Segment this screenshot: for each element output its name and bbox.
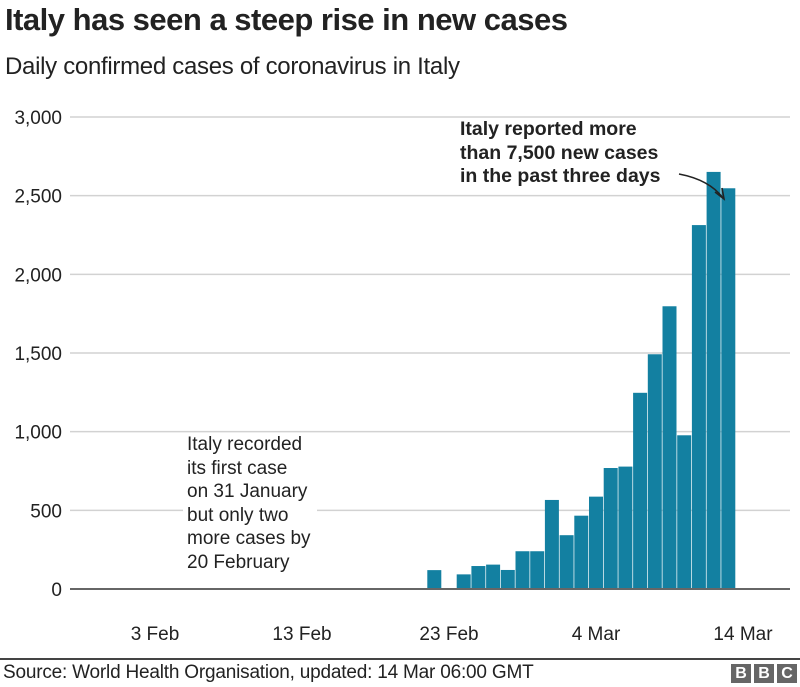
annotation-recent-cases: Italy reported more than 7,500 new cases… <box>456 118 667 189</box>
bar <box>456 574 471 589</box>
bar <box>691 225 706 589</box>
bars <box>412 171 736 590</box>
bar <box>559 535 574 589</box>
axes: 0 500 1,000 1,500 2,000 2,500 3,000 3 Feb 13 Feb… <box>14 108 790 645</box>
bar <box>574 515 589 589</box>
bar <box>677 435 692 589</box>
bar <box>500 569 515 589</box>
annotation-arrow <box>678 173 724 199</box>
bar <box>589 496 603 589</box>
arrow-head-icon <box>714 187 726 201</box>
bar <box>486 564 501 589</box>
bbc-logo-letter: C <box>777 664 797 683</box>
bbc-logo: B B C <box>731 664 797 683</box>
y-tick-label: 2,500 <box>14 187 62 208</box>
y-tick-label: 1,500 <box>14 344 62 365</box>
chart-subtitle: Daily confirmed cases of coronavirus in … <box>5 53 460 80</box>
bar <box>471 566 486 589</box>
footer-divider <box>0 658 800 660</box>
y-tick-label: 3,000 <box>14 108 62 129</box>
x-tick-label: 3 Feb <box>131 624 180 645</box>
bar <box>544 499 559 589</box>
source-text: Source: World Health Organisation, updat… <box>3 662 534 683</box>
x-tick-label: 14 Mar <box>713 624 773 645</box>
bar <box>530 551 545 589</box>
bbc-logo-letter: B <box>731 664 751 683</box>
y-tick-label: 0 <box>51 580 62 601</box>
x-tick-label: 4 Mar <box>572 624 621 645</box>
bar <box>662 306 677 589</box>
annotation-first-case: Italy recorded its first case on 31 Janu… <box>183 433 317 574</box>
x-tick-label: 13 Feb <box>272 624 331 645</box>
bar <box>647 354 662 589</box>
bar <box>633 392 648 589</box>
bbc-logo-letter: B <box>754 664 774 683</box>
bar-chart: 0 500 1,000 1,500 2,000 2,500 3,000 3 Feb 13 Feb… <box>14 108 790 645</box>
bar <box>721 188 736 589</box>
bar <box>706 171 721 589</box>
y-tick-label: 500 <box>30 501 62 522</box>
bar <box>515 551 530 589</box>
x-tick-label: 23 Feb <box>419 624 478 645</box>
chart-title: Italy has seen a steep rise in new cases <box>5 2 568 37</box>
bar <box>618 466 633 589</box>
bar <box>427 570 442 589</box>
bar <box>603 468 618 589</box>
y-tick-label: 2,000 <box>14 265 62 286</box>
y-tick-label: 1,000 <box>14 423 62 444</box>
